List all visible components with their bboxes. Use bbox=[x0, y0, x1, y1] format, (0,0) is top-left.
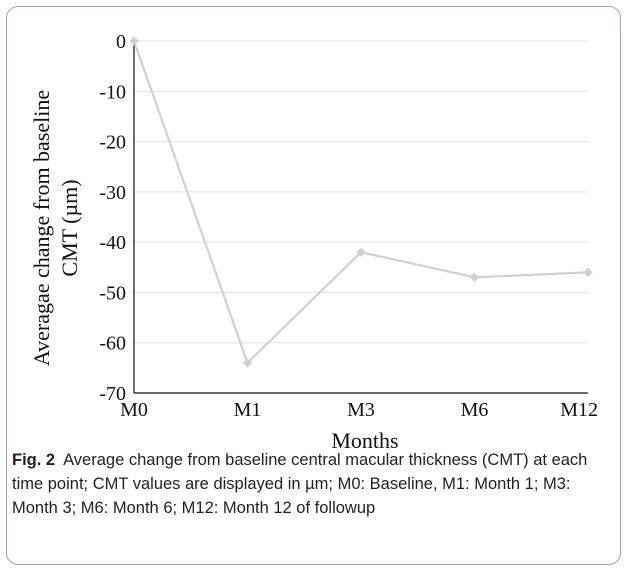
series-line-0 bbox=[132, 40, 589, 364]
x-axis-title: Months bbox=[331, 428, 398, 448]
data-point-M3 bbox=[356, 247, 366, 257]
y-tick-label-7: -70 bbox=[99, 383, 126, 405]
data-point-M6 bbox=[469, 272, 480, 283]
figure-label: Fig. 2 bbox=[12, 451, 56, 469]
caption-text: Average change from baseline central mac… bbox=[12, 451, 588, 517]
figure-frame bbox=[6, 6, 621, 565]
y-axis-title-line2: CMT (µm) bbox=[57, 179, 82, 276]
y-tick-label-5: -50 bbox=[99, 282, 126, 304]
y-tick-label-4: -40 bbox=[99, 232, 126, 254]
x-tick-label-3: M6 bbox=[461, 399, 489, 421]
chart-axes bbox=[133, 37, 588, 394]
x-tick-label-1: M1 bbox=[234, 399, 262, 421]
x-tick-label-2: M3 bbox=[347, 399, 375, 421]
x-tick-labels: M0 M1 M3 M6 M12 bbox=[120, 399, 598, 421]
data-point-M0 bbox=[129, 36, 139, 46]
data-point-M1 bbox=[242, 358, 253, 368]
line-chart: 0 -10 -20 -30 -40 -50 -60 -70 M0 M1 M3 M6 M12 Month… bbox=[29, 31, 598, 448]
y-axis-title-line1: Averagae change from baseline bbox=[29, 90, 54, 366]
grid-lines bbox=[134, 40, 588, 344]
x-tick-label-0: M0 bbox=[120, 399, 148, 421]
figure-caption: Fig. 2 Average change from baseline centr… bbox=[12, 448, 610, 520]
y-tick-label-1: -10 bbox=[99, 81, 126, 103]
x-tick-label-4: M12 bbox=[560, 399, 598, 421]
y-tick-label-0: 0 bbox=[116, 31, 126, 53]
y-tick-labels: 0 -10 -20 -30 -40 -50 -60 -70 bbox=[99, 31, 126, 405]
series-group bbox=[129, 36, 593, 368]
y-tick-label-3: -30 bbox=[99, 182, 126, 204]
data-point-M12 bbox=[583, 267, 593, 278]
y-tick-label-6: -60 bbox=[99, 333, 126, 355]
y-tick-label-2: -20 bbox=[99, 132, 126, 154]
